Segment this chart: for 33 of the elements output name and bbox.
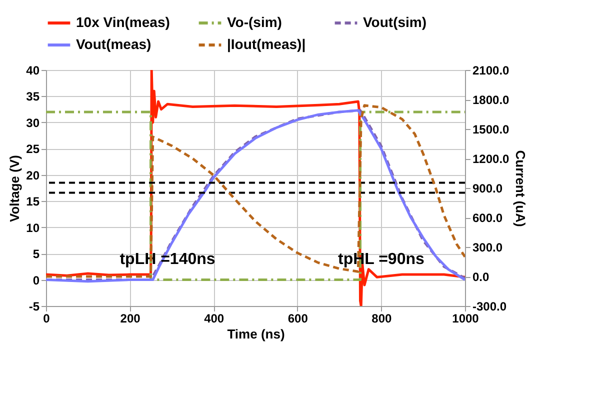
y-axis-title: Voltage (V) [7, 155, 22, 222]
y-tick-label: 5 [32, 247, 40, 262]
y-tick-label: -5 [28, 300, 40, 314]
y2-tick-label: 900.0 [472, 182, 503, 196]
x-tick-label: 1000 [452, 312, 480, 326]
x-tick-label: 0 [43, 312, 50, 326]
y2-tick-label: 600.0 [472, 211, 503, 225]
x-tick-label: 400 [204, 312, 224, 326]
x-axis-title: Time (ns) [227, 326, 285, 342]
legend-label: Vo-(sim) [227, 14, 282, 30]
legend-label: |Iout(meas)| [227, 36, 306, 53]
y2-tick-label: 1200.0 [472, 152, 510, 166]
y-tick-label: 15 [26, 194, 40, 209]
y-tick-label: 35 [26, 90, 40, 104]
y-tick-label: 30 [26, 116, 40, 130]
x-tick-label: 200 [120, 312, 141, 326]
y2-tick-label: 1500.0 [472, 122, 510, 136]
y2-tick-label: 2100.0 [472, 64, 510, 78]
y-tick-label: 25 [26, 142, 40, 156]
y2-tick-label: 300.0 [472, 240, 503, 254]
y2-tick-label: -300.0 [472, 300, 507, 314]
legend-label: 10x Vin(meas) [76, 14, 170, 30]
legend-label: Vout(sim) [363, 14, 427, 30]
x-tick-label: 600 [288, 312, 308, 326]
y2-tick-label: 0.0 [472, 270, 490, 284]
y2-axis-title: Current (uA) [513, 150, 528, 227]
y-tick-label: 20 [26, 168, 40, 182]
y-tick-label: 0 [32, 273, 40, 288]
y2-tick-label: 1800.0 [472, 93, 510, 107]
y-tick-label: 10 [26, 220, 40, 235]
legend-label: Vout(meas) [76, 36, 152, 52]
x-tick-label: 800 [372, 312, 392, 326]
y-tick-label: 40 [26, 64, 40, 78]
